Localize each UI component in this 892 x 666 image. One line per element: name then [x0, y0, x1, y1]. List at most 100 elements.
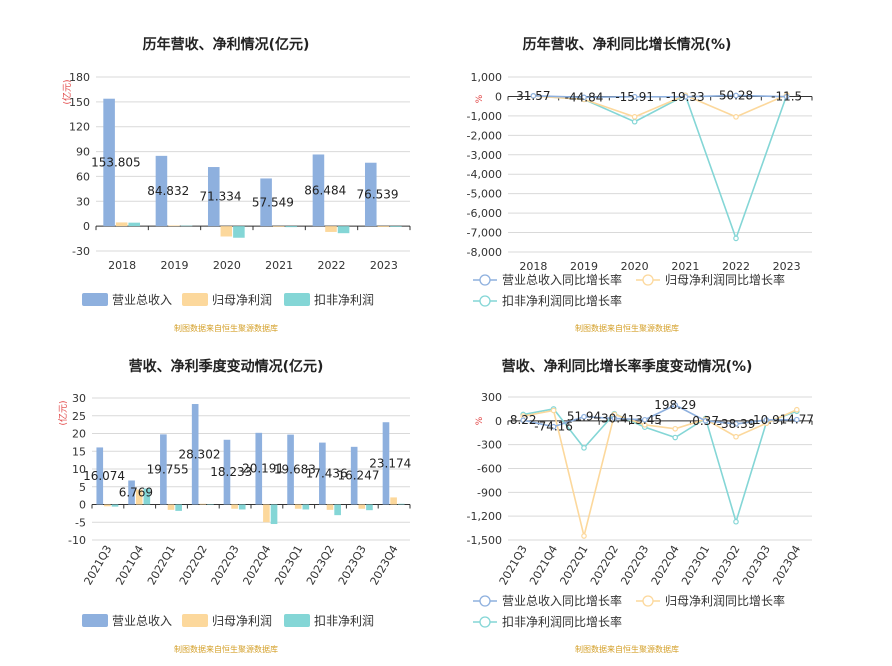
x-tick-label: 2023Q2 [710, 543, 743, 587]
legend-label: 归母净利润同比增长率 [665, 272, 785, 287]
bar-revenue [319, 442, 326, 505]
x-tick-label: 2022 [722, 260, 750, 273]
x-tick-label: 2022Q3 [209, 543, 242, 587]
bar-deducted-profit [233, 226, 245, 238]
quarterly-growth-rate-chart: 营收、净利同比增长率季度变动情况(%) % 300 0 -300 -600 -900 -1… [467, 358, 814, 654]
series-line-0 [523, 404, 797, 428]
x-tick-label: 2020 [621, 260, 649, 273]
bar-revenue [128, 480, 135, 505]
bar-revenue [364, 162, 377, 227]
data-point [733, 433, 739, 440]
y-axis-unit-label: (亿元) [57, 400, 69, 425]
data-point [581, 94, 587, 101]
legend-label: 营业总收入同比增长率 [502, 272, 622, 287]
bar-deducted-profit [238, 504, 246, 510]
x-tick-label: 2021Q3 [497, 543, 530, 587]
legend-marker [479, 295, 491, 307]
data-label: 6.769 [119, 485, 153, 499]
y-tick-label: 10 [72, 463, 86, 476]
data-label: -11.5 [771, 90, 802, 104]
data-label: 8.22 [510, 413, 537, 427]
y-tick-label: 300 [481, 391, 502, 404]
series-line-0 [533, 94, 787, 99]
y-tick-label: 30 [76, 195, 90, 208]
legend-swatch [82, 293, 108, 306]
data-point [733, 518, 739, 525]
series-line-2 [523, 408, 798, 525]
bar-revenue [382, 422, 390, 505]
series-line-1 [523, 408, 798, 537]
data-point [733, 421, 739, 427]
x-tick-label: 2018 [519, 260, 547, 273]
data-label: 16.074 [83, 469, 125, 483]
data-label: 57.549 [252, 195, 294, 209]
legend-swatch [182, 614, 208, 627]
bar-deducted-profit [334, 504, 341, 516]
data-label: 28.302 [178, 447, 220, 461]
y-tick-label: -1,000 [467, 110, 502, 123]
data-point [631, 118, 638, 125]
bar-deducted-profit [337, 226, 350, 234]
x-tick-label: 2021Q3 [81, 543, 114, 587]
bar-net-profit [167, 504, 175, 510]
x-tick-label: 2022Q4 [240, 543, 273, 587]
x-tick-label: 2023Q4 [770, 543, 803, 587]
data-point [793, 406, 800, 413]
x-tick-label: 2019 [570, 260, 598, 273]
plot-area: 180 150 120 90 60 30 0 -30 2018 2019 2020 2021 2022 2… [69, 71, 411, 272]
data-label: 51.94 [567, 410, 601, 424]
source-note: 制图数据来自恒生聚源数据库 [575, 323, 679, 333]
y-tick-label: 25 [72, 410, 86, 423]
x-tick-label: 2023Q4 [368, 543, 401, 587]
x-tick-label: 2020 [213, 259, 241, 272]
bar-net-profit [231, 504, 238, 509]
bar-net-profit [358, 504, 366, 509]
y-tick-label: -3,000 [467, 149, 502, 162]
data-label: 31.57 [516, 89, 550, 103]
y-tick-label: -8,000 [467, 246, 502, 259]
data-point [631, 93, 638, 100]
data-label: 71.334 [200, 190, 242, 204]
y-tick-label: -5 [75, 516, 86, 529]
data-point [672, 402, 679, 408]
legend-marker [479, 616, 491, 628]
data-label: 23.174 [369, 456, 411, 470]
legend: 营业总收入 归母净利润 扣非净利润 [82, 293, 374, 307]
bar-deducted-profit [207, 504, 214, 505]
y-axis-unit-label: % [475, 94, 485, 103]
x-tick-label: 2023Q1 [272, 543, 305, 587]
y-tick-label: -300 [477, 439, 502, 452]
data-label: 153.805 [91, 155, 141, 169]
data-point [550, 423, 557, 430]
x-tick-label: 2022Q4 [649, 543, 682, 587]
source-note: 制图数据来自恒生聚源数据库 [575, 644, 679, 654]
bar-net-profit [377, 226, 390, 227]
data-point [641, 416, 648, 423]
bar-net-profit [325, 226, 337, 232]
quarterly-revenue-profit-chart: 营收、净利季度变动情况(亿元) (亿元) 302520151050-5-1020… [57, 358, 411, 654]
bar-net-profit [390, 497, 397, 505]
data-label: 19.683 [274, 463, 316, 477]
data-label: -74.16 [534, 420, 573, 434]
data-label: 0.37 [692, 414, 719, 428]
x-tick-label: 2022Q1 [145, 543, 178, 587]
plot-area: 302520151050-5-102021Q32021Q42022Q12022Q… [68, 392, 411, 587]
x-tick-label: 2023Q2 [304, 543, 337, 587]
y-tick-label: 60 [76, 170, 90, 183]
y-tick-label: 5 [79, 481, 86, 494]
data-label: 10.9 [753, 413, 780, 427]
bar-net-profit [168, 225, 180, 227]
x-tick-label: 2021 [265, 259, 293, 272]
legend-marker [479, 595, 491, 607]
bar-net-profit [294, 504, 302, 509]
y-tick-label: 0 [495, 90, 502, 103]
legend-label: 营业总收入 [112, 614, 172, 628]
y-axis-unit-label: (亿元) [61, 79, 73, 104]
y-tick-label: 20 [72, 428, 86, 441]
data-label: -38.39 [717, 417, 756, 431]
data-label: -44.84 [565, 90, 604, 104]
y-tick-label: 1,000 [471, 71, 503, 84]
legend-swatch [82, 614, 108, 627]
